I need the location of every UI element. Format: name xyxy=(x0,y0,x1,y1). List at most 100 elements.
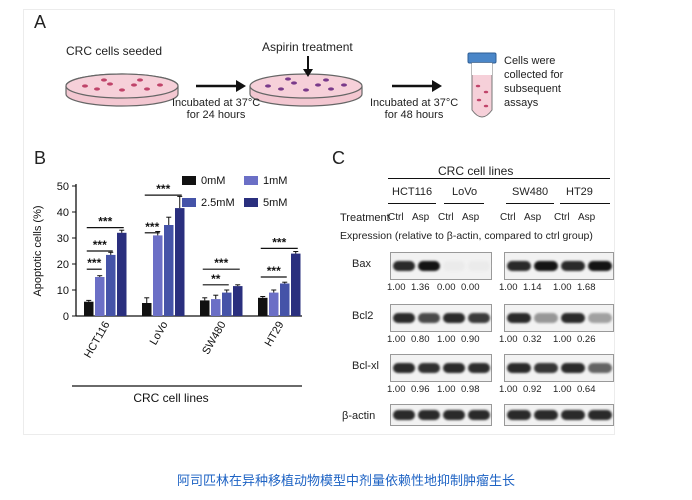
blot-band xyxy=(587,363,612,373)
bar xyxy=(164,225,174,316)
bar xyxy=(211,299,221,316)
densitometry-value: 1.00 xyxy=(553,384,572,395)
blot-membrane xyxy=(390,304,492,332)
blot-band xyxy=(442,261,465,271)
cell-line-rule xyxy=(388,203,436,204)
blot-band xyxy=(587,410,612,420)
legend-swatch xyxy=(244,176,258,185)
incubation-1-line2: for 24 hours xyxy=(186,109,246,121)
bar xyxy=(200,300,210,316)
significance-stars: *** xyxy=(93,238,107,252)
blot-band xyxy=(560,261,585,271)
blot-band xyxy=(560,410,585,420)
densitometry-value: 1.00 xyxy=(437,384,456,395)
legend-swatch xyxy=(182,176,196,185)
y-tick-label: 30 xyxy=(57,233,69,245)
blot-row-label: Bcl2 xyxy=(352,310,374,322)
blot-band xyxy=(533,313,558,323)
densitometry-value: 0.92 xyxy=(523,384,542,395)
bar xyxy=(258,297,268,316)
significance-stars: *** xyxy=(145,220,159,234)
legend-label: 5mM xyxy=(263,197,287,209)
petri-dish-treated xyxy=(249,73,363,107)
collected-text: Cells were collected for subsequent assa… xyxy=(504,54,563,110)
blot-band xyxy=(392,313,415,323)
blot-band xyxy=(467,363,490,373)
panel-b-letter: B xyxy=(34,148,47,168)
legend-swatch xyxy=(182,198,196,207)
significance-stars: *** xyxy=(98,215,112,229)
expression-note: Expression (relative to β-actin, compare… xyxy=(340,230,593,242)
bar xyxy=(84,301,94,316)
treatment-lane-label: Asp xyxy=(524,212,542,223)
blot-band xyxy=(467,261,490,271)
densitometry-value: 0.00 xyxy=(461,282,480,293)
blot-membrane xyxy=(504,252,614,280)
treatment-lane-label: Asp xyxy=(578,212,596,223)
densitometry-value: 1.00 xyxy=(499,384,518,395)
cell-line-label: HCT116 xyxy=(392,186,433,198)
x-tick-label: HT29 xyxy=(263,320,287,349)
cell-line-rule xyxy=(444,203,484,204)
cell-line-rule xyxy=(560,203,610,204)
treatment-lane-label: Asp xyxy=(412,212,430,223)
bar xyxy=(280,283,290,316)
cell-line-label: LoVo xyxy=(452,186,478,198)
densitometry-value: 1.00 xyxy=(387,384,406,395)
densitometry-value: 1.00 xyxy=(553,282,572,293)
blot-band xyxy=(533,410,558,420)
blot-band xyxy=(533,363,558,373)
bar xyxy=(117,232,127,316)
x-tick-label: SW480 xyxy=(200,320,228,357)
significance-stars: *** xyxy=(267,264,281,278)
blot-membrane xyxy=(504,404,614,426)
x-axis-label: CRC cell lines xyxy=(133,391,208,405)
blot-band xyxy=(442,410,465,420)
densitometry-value: 0.90 xyxy=(461,334,480,345)
blot-row-label: Bax xyxy=(352,258,371,270)
legend-label: 2.5mM xyxy=(201,197,235,209)
densitometry-value: 1.00 xyxy=(387,334,406,345)
incubation-2-text: Incubated at 37°C for 48 hours xyxy=(370,97,458,121)
treatment-lane-label: Ctrl xyxy=(500,212,516,223)
panel-a-letter: A xyxy=(34,12,47,32)
densitometry-value: 0.26 xyxy=(577,334,596,345)
legend-swatch xyxy=(244,198,258,207)
blot-band xyxy=(506,363,531,373)
step-aspirin-label: Aspirin treatment xyxy=(262,40,353,54)
blot-membrane xyxy=(390,404,492,426)
y-tick-label: 50 xyxy=(57,181,69,193)
legend-label: 1mM xyxy=(263,175,287,187)
arrow-icon xyxy=(196,80,246,92)
incubation-1-line1: Incubated at 37°C xyxy=(172,97,261,109)
treatment-arrow-icon xyxy=(303,56,313,77)
densitometry-value: 0.98 xyxy=(461,384,480,395)
densitometry-value: 1.00 xyxy=(553,334,572,345)
header-rule xyxy=(388,178,610,179)
significance-stars: *** xyxy=(272,235,286,249)
densitometry-value: 1.14 xyxy=(523,282,542,293)
blot-band xyxy=(442,363,465,373)
significance-stars: *** xyxy=(156,182,170,196)
bar xyxy=(142,303,152,316)
blot-band xyxy=(392,410,415,420)
y-tick-label: 20 xyxy=(57,259,69,271)
bar xyxy=(95,277,105,316)
blot-row-label: β-actin xyxy=(342,410,376,422)
blot-membrane xyxy=(390,354,492,382)
y-tick-label: 0 xyxy=(63,311,69,323)
blot-band xyxy=(506,261,531,271)
densitometry-value: 0.32 xyxy=(523,334,542,345)
bar xyxy=(233,286,243,316)
y-tick-label: 10 xyxy=(57,285,69,297)
densitometry-value: 1.00 xyxy=(499,282,518,293)
legend-label: 0mM xyxy=(201,175,225,187)
blot-band xyxy=(587,261,612,271)
densitometry-value: 0.64 xyxy=(577,384,596,395)
blot-membrane xyxy=(390,252,492,280)
bar xyxy=(153,235,163,316)
collected-line: Cells were xyxy=(504,55,556,67)
treatment-label: Treatment xyxy=(340,212,390,224)
western-blot-panel: CRC cell lines HCT116 LoVo SW480 HT29 Treatme… xyxy=(340,158,614,428)
blot-band xyxy=(506,410,531,420)
